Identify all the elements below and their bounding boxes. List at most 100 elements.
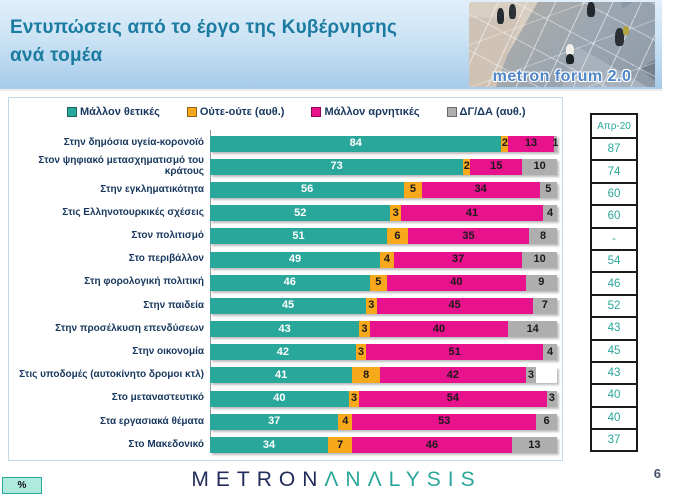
bar-value: 3 (368, 299, 375, 312)
apr20-value: 37 (607, 434, 621, 447)
bar-row: Στις Ελληνοτουρκικές σχέσεις 52 3 41 4 (9, 202, 562, 225)
legend-label: Μάλλον αρνητικές (324, 106, 420, 118)
bar-value: 8 (363, 368, 370, 381)
bar-value: 37 (268, 415, 281, 428)
bar-segment: 43 (210, 321, 360, 338)
bar-segment: 42 (380, 367, 526, 384)
bar-value: 7 (337, 438, 344, 451)
bar-segment: 4 (380, 251, 394, 268)
bar-segment: 15 (470, 158, 523, 175)
category-label: Στο Μακεδονικό (128, 438, 204, 450)
stacked-bar: 52 3 41 4 (210, 205, 557, 222)
bar-segment: 8 (529, 228, 557, 245)
category-label: Στο μεταναστευτικό (111, 392, 204, 404)
bar-segment: 4 (543, 205, 557, 222)
bar-value: 3 (361, 322, 368, 335)
bar-value: 5 (409, 183, 417, 196)
bar-segment: 41 (210, 367, 353, 384)
stacked-bar: 56 5 34 5 (210, 181, 557, 198)
apr20-value: 43 (592, 363, 636, 386)
bar-segment: 42 (210, 344, 356, 361)
bar-value: 4 (342, 415, 349, 428)
bar-value: 41 (275, 368, 288, 381)
bar-value: 7 (541, 299, 548, 312)
category-label: Στις Ελληνοτουρκικές σχέσεις (62, 206, 204, 218)
legend-label: ΔΓ/ΔΑ (αυθ.) (459, 106, 526, 118)
bar-value: 13 (528, 438, 541, 451)
bar-segment: 37 (210, 413, 339, 430)
bar-value: 41 (465, 206, 479, 219)
bar-segment: 6 (536, 413, 557, 430)
legend-item: Μάλλον αρνητικές (311, 106, 420, 118)
bar-segment: 6 (386, 228, 408, 245)
bar-value: 2 (501, 137, 508, 150)
bar-segment: 5 (369, 274, 387, 291)
bar-value: 49 (288, 253, 302, 266)
bar-segment: 73 (210, 158, 464, 175)
apr20-value: 46 (592, 273, 636, 296)
bar-segment: 35 (407, 228, 530, 245)
stacked-bar: 41 8 42 3 (210, 367, 557, 384)
bar-value: 4 (546, 206, 554, 219)
bar-segment: 7 (532, 297, 557, 314)
category-label: Στα εργασιακά θέματα (99, 415, 204, 427)
bar-segment: 56 (210, 181, 405, 198)
metron-analysis-wordmark: METRONΛNΛLYSIS (0, 468, 673, 492)
category-label: Στις υποδομές (αυτοκίνητο δρομοι κτλ) (19, 369, 204, 381)
legend: Μάλλον θετικές Ούτε-ούτε (αυθ.) Μάλλον αρν… (67, 106, 526, 118)
stacked-bar: 73 2 15 10 (210, 158, 557, 175)
bar-value: 40 (450, 276, 463, 289)
category-label: Στον ψηφιακό μετασχηματισμό του κράτους (38, 155, 204, 177)
bar-value: 52 (294, 206, 307, 219)
bar-value: 5 (545, 183, 552, 196)
bar-segment: 54 (359, 390, 547, 407)
person-silhouette (615, 28, 624, 46)
bar-value: 40 (432, 322, 446, 335)
stacked-bar: 37 4 53 6 (210, 413, 557, 430)
stacked-bar: 40 3 54 3 (210, 390, 557, 407)
bar-segment: 8 (352, 367, 381, 384)
bar-value: 3 (350, 392, 358, 405)
legend-item: Μάλλον θετικές (67, 106, 160, 118)
apr20-value: 52 (592, 296, 636, 319)
bar-value: 42 (276, 345, 289, 358)
bar-segment: 53 (352, 413, 537, 430)
bar-value: 43 (278, 322, 291, 335)
bar-segment: 3 (546, 390, 557, 407)
bar-value: 3 (527, 368, 535, 381)
bar-segment: 3 (359, 321, 370, 338)
category-label: Στο περιβάλλον (128, 253, 204, 265)
bar-segment: 5 (539, 181, 557, 198)
legend-swatch-icon (311, 107, 322, 117)
bar-segment: 84 (210, 135, 502, 152)
bar-segment: 37 (393, 251, 523, 268)
person-silhouette (587, 2, 595, 17)
bar-row: Στο περιβάλλον 49 4 37 10 (9, 248, 562, 271)
bar-segment: 10 (522, 158, 557, 175)
bar-value: 35 (462, 229, 475, 242)
bar-row: Στα εργασιακά θέματα 37 4 53 6 (9, 410, 562, 433)
bar-segment: 41 (400, 205, 544, 222)
apr20-value: 40 (592, 385, 636, 408)
bar-value: 42 (446, 368, 459, 381)
bar-row: Στον πολιτισμό 51 6 35 8 (9, 225, 562, 248)
bar-value: 3 (548, 392, 555, 405)
bar-value: 8 (540, 229, 547, 242)
bar-row: Στη φορολογική πολιτική 46 5 40 9 (9, 271, 562, 294)
bar-row: Στον ψηφιακό μετασχηματισμό του κράτους 7… (9, 155, 562, 178)
bar-segment: 51 (366, 344, 544, 361)
apr20-value: 40 (592, 408, 636, 431)
stacked-bar: 84 2 13 1 (210, 135, 558, 152)
bar-segment: 9 (525, 274, 557, 291)
bar-segment: 51 (210, 228, 387, 245)
page-title-line1: Εντυπώσεις από το έργο της Κυβέρνησης (10, 17, 398, 38)
bar-segment: 45 (376, 297, 533, 314)
bar-row: Στην οικονομία 42 3 51 4 (9, 341, 562, 364)
bar-segment: 45 (210, 297, 367, 314)
legend-item: Ούτε-ούτε (αυθ.) (186, 106, 284, 118)
bar-value: 4 (383, 253, 391, 266)
bar-value: 9 (538, 276, 545, 289)
bar-segment: 4 (543, 344, 557, 361)
chart-axis-line (210, 130, 211, 452)
bar-value: 37 (451, 253, 465, 266)
